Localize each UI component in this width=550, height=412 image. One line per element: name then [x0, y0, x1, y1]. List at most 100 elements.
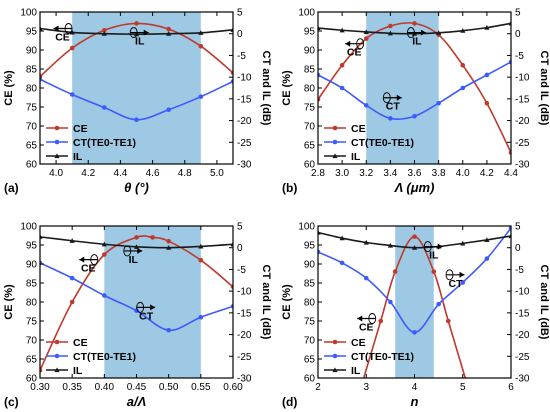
x-tick-label: 4.2	[480, 168, 494, 179]
y-left-tick-label: 100	[298, 222, 315, 233]
x-tick-label: 4.4	[504, 168, 518, 179]
legend-label: IL	[73, 151, 83, 163]
y-left-tick-label: 60	[26, 160, 38, 171]
y-left-tick-label: 90	[304, 46, 316, 57]
y-left-tick-label: 80	[26, 84, 38, 95]
data-point-ce	[69, 299, 75, 305]
y-left-axis-title: CE (%)	[3, 70, 15, 106]
x-tick-label: 2	[315, 382, 321, 393]
data-point-ct	[134, 117, 139, 123]
data-point-ct	[484, 72, 490, 78]
y-left-tick-label: 75	[26, 103, 38, 114]
data-point-il	[40, 25, 43, 31]
legend-label: CT(TE0-TE1)	[351, 351, 414, 363]
annotation-label: IL	[135, 36, 145, 48]
data-point-il	[69, 29, 75, 35]
y-left-tick-label: 80	[304, 298, 316, 309]
data-point-ct	[436, 301, 441, 307]
y-right-tick-label: -25	[237, 138, 252, 149]
x-tick-label: 0.55	[191, 382, 211, 393]
x-tick-label: 0.50	[159, 382, 179, 393]
x-tick-label: 5.0	[210, 168, 224, 179]
y-left-tick-label: 75	[304, 317, 316, 328]
y-right-tick-label: -5	[515, 51, 524, 62]
annotation-ce: CE	[79, 254, 99, 275]
data-point-ct	[69, 275, 75, 281]
data-point-ct	[102, 293, 107, 298]
y-right-tick-label: -10	[515, 73, 530, 84]
y-left-tick-label: 85	[26, 65, 38, 76]
data-point-il	[460, 28, 466, 33]
y-right-tick-label: -15	[515, 308, 530, 319]
data-point-ce	[69, 45, 75, 51]
y-left-tick-label: 95	[26, 241, 38, 252]
legend-marker-il	[54, 153, 60, 159]
annotation-arrowhead	[150, 304, 156, 311]
data-point-ce	[339, 62, 345, 68]
data-point-il	[230, 27, 233, 32]
legend-label: IL	[351, 151, 361, 163]
x-tick-label: 3.2	[359, 168, 373, 179]
x-tick-label: 4.8	[178, 168, 192, 179]
x-tick-label: 0.30	[30, 382, 50, 393]
y-left-tick-label: 70	[304, 336, 316, 347]
y-right-tick-label: 0	[237, 29, 243, 40]
data-point-ce	[445, 318, 451, 324]
y-right-tick-label: -5	[515, 265, 524, 276]
y-right-tick-label: -10	[515, 287, 530, 298]
y-right-axis-title: CT and IL (dB)	[538, 265, 550, 340]
annotation-arrowhead	[420, 29, 426, 36]
y-right-tick-label: -15	[237, 94, 252, 105]
data-point-il	[198, 243, 204, 249]
data-point-ce	[102, 27, 107, 33]
data-point-il	[339, 235, 345, 241]
annotation-curve-marker	[90, 254, 99, 266]
data-point-il	[508, 233, 511, 239]
data-point-ce	[412, 234, 417, 239]
legend-marker-ce	[54, 339, 60, 345]
annotation-arrowhead	[79, 256, 85, 263]
legend-label: IL	[351, 365, 361, 377]
annotation-ce: CE	[53, 23, 73, 44]
data-point-ce	[465, 383, 470, 388]
y-left-tick-label: 85	[304, 279, 316, 290]
annotation-curve-marker	[368, 313, 377, 324]
y-left-tick-label: 100	[20, 222, 37, 233]
data-point-ce	[134, 235, 139, 240]
annotation-arrowhead	[357, 315, 363, 322]
x-tick-label: 3.6	[408, 168, 422, 179]
x-tick-label: 4.4	[113, 168, 127, 179]
data-point-ct	[166, 107, 171, 113]
y-right-tick-label: 0	[237, 243, 243, 254]
legend: CE CT(TE0-TE1) IL	[46, 123, 136, 163]
annotation-label: CE	[347, 47, 362, 59]
y-left-tick-label: 65	[304, 141, 316, 152]
annotation-ct: CT	[445, 269, 465, 290]
legend-marker-ct	[332, 139, 338, 145]
legend-marker-ce	[332, 125, 338, 131]
y-left-tick-label: 90	[26, 260, 38, 271]
annotation-curve-marker	[356, 38, 365, 50]
y-right-axis-title: CT and IL (dB)	[260, 51, 272, 126]
y-left-tick-label: 75	[26, 317, 38, 328]
x-tick-label: 4.6	[146, 168, 160, 179]
annotation-curve-marker	[136, 301, 145, 313]
series-il	[40, 234, 233, 250]
annotation-label: IL	[412, 36, 422, 48]
annotation-il: IL	[423, 241, 443, 262]
legend-label: CT(TE0-TE1)	[351, 137, 414, 149]
y-left-tick-label: 70	[304, 122, 316, 133]
y-right-tick-label: -30	[237, 160, 252, 171]
x-tick-label: 4.2	[81, 168, 95, 179]
legend-marker-ct	[54, 139, 60, 145]
legend-label: CT(TE0-TE1)	[73, 137, 136, 149]
data-point-ce	[166, 238, 171, 244]
y-right-tick-label: -30	[515, 160, 530, 171]
y-right-tick-label: 0	[515, 243, 521, 254]
data-point-ce	[198, 43, 204, 49]
y-right-tick-label: -10	[237, 287, 252, 298]
data-point-ce	[102, 252, 107, 257]
y-right-tick-label: -25	[515, 352, 530, 363]
data-point-il	[166, 245, 172, 250]
